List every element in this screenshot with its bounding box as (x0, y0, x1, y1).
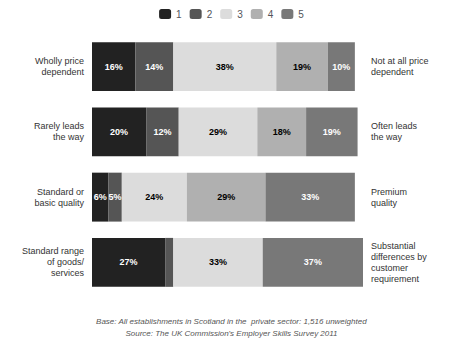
svg-text:12%: 12% (153, 127, 171, 137)
svg-text:customer: customer (371, 263, 408, 273)
svg-text:3: 3 (237, 9, 243, 20)
svg-text:29%: 29% (217, 192, 235, 202)
svg-text:4: 4 (268, 9, 274, 20)
svg-text:14%: 14% (145, 62, 163, 72)
svg-text:19%: 19% (293, 62, 311, 72)
svg-text:27%: 27% (120, 257, 138, 267)
svg-text:differences by: differences by (371, 252, 427, 262)
svg-text:6%: 6% (94, 192, 107, 202)
svg-text:Standard or: Standard or (37, 187, 84, 197)
svg-text:38%: 38% (216, 62, 234, 72)
svg-text:18%: 18% (273, 127, 291, 137)
svg-text:10%: 10% (332, 62, 350, 72)
svg-text:19%: 19% (323, 127, 341, 137)
svg-text:29%: 29% (209, 127, 227, 137)
svg-text:the way: the way (53, 132, 85, 142)
svg-text:dependent: dependent (371, 67, 414, 77)
svg-text:Source: The UK Commission's Em: Source: The UK Commission's Employer Ski… (125, 329, 337, 338)
svg-text:quality: quality (371, 198, 398, 208)
svg-text:dependent: dependent (41, 67, 84, 77)
svg-text:37%: 37% (304, 257, 322, 267)
svg-text:Wholly price: Wholly price (35, 56, 84, 66)
svg-text:5%: 5% (109, 192, 122, 202)
svg-text:Rarely leads: Rarely leads (34, 121, 85, 131)
svg-text:Not at all price: Not at all price (371, 56, 429, 66)
svg-text:33%: 33% (209, 257, 227, 267)
svg-text:Often leads: Often leads (371, 121, 418, 131)
svg-text:Base: All establishments in Sc: Base: All establishments in Scotland in … (96, 317, 367, 326)
svg-text:Substantial: Substantial (371, 241, 416, 251)
svg-text:of goods/: of goods/ (47, 257, 85, 267)
svg-text:requirement: requirement (371, 274, 420, 284)
svg-text:5: 5 (298, 9, 304, 20)
svg-text:24%: 24% (145, 192, 163, 202)
svg-text:1: 1 (176, 9, 182, 20)
svg-text:16%: 16% (105, 62, 123, 72)
svg-text:33%: 33% (301, 192, 319, 202)
svg-text:the way: the way (371, 132, 403, 142)
svg-text:services: services (51, 268, 85, 278)
svg-text:2: 2 (207, 9, 213, 20)
svg-text:20%: 20% (110, 127, 128, 137)
svg-text:Premium: Premium (371, 187, 407, 197)
svg-text:Standard range: Standard range (22, 246, 84, 256)
svg-text:basic quality: basic quality (34, 198, 84, 208)
